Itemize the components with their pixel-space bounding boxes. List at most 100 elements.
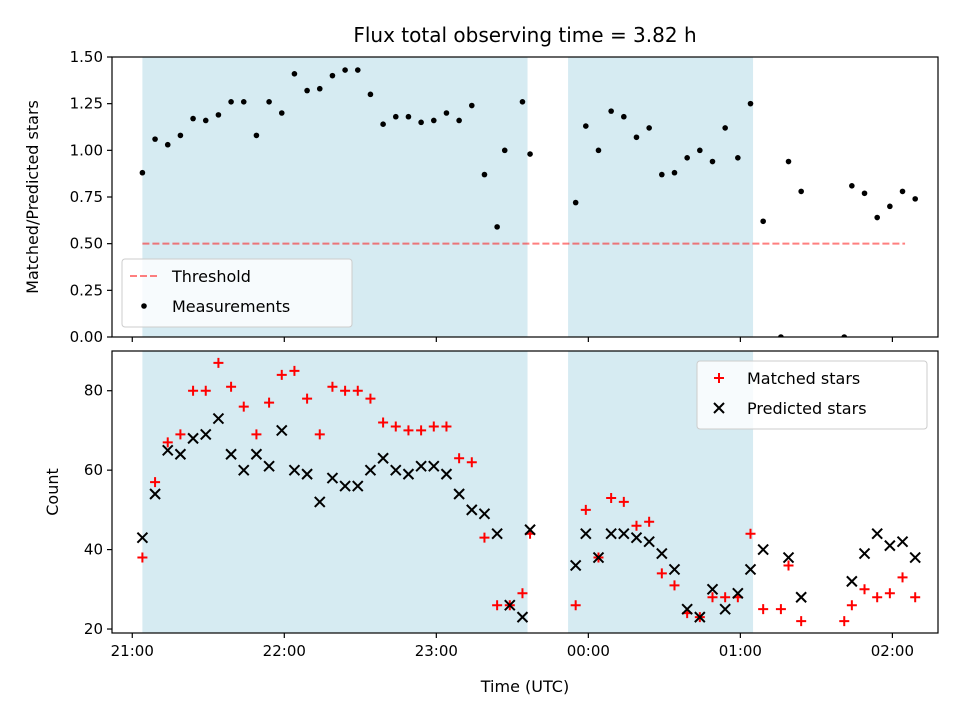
measurement-point (253, 132, 260, 139)
measurement-point (760, 218, 766, 225)
predicted-star-point (428, 460, 440, 472)
x-tick-label: 23:00 (415, 642, 458, 660)
matched-star-point (910, 592, 921, 603)
matched-star-point (492, 600, 503, 611)
measurement-point (316, 85, 323, 92)
measurement-point (659, 171, 665, 178)
ratio-y-tick-label: 0.00 (70, 328, 103, 346)
measurement-point (367, 91, 374, 98)
measurement-point (456, 117, 462, 124)
measurement-point (291, 71, 298, 77)
measurement-point (747, 100, 754, 107)
measurement-point (684, 155, 690, 161)
matched-star-point (175, 429, 186, 440)
predicted-star-point (478, 508, 491, 520)
predicted-star-point (162, 444, 174, 457)
matched-star-point (441, 421, 452, 432)
predicted-star-point (643, 535, 655, 548)
matched-star-point (378, 417, 389, 428)
chart-title: Flux total observing time = 3.82 h (353, 23, 696, 47)
matched-star-point (618, 496, 629, 507)
predicted-star-point (440, 468, 453, 480)
ratio-observing-span (568, 57, 754, 337)
measurement-point (481, 171, 488, 178)
predicted-star-point (212, 412, 225, 425)
matched-star-point (188, 385, 199, 396)
measurement-point (841, 334, 848, 337)
predicted-star-point (858, 547, 871, 560)
legend-label: Matched stars (747, 369, 860, 388)
matched-star-point (314, 429, 325, 440)
ratio-y-tick-label: 1.50 (70, 48, 103, 66)
matched-star-point (859, 584, 870, 595)
matched-star-point (390, 421, 401, 432)
predicted-star-point (524, 524, 536, 536)
predicted-star-point (288, 464, 301, 476)
measurement-point (240, 99, 247, 105)
y-axis-label-count: Count (43, 468, 62, 516)
predicted-star-point (364, 464, 377, 476)
matched-star-point (428, 421, 439, 432)
predicted-star-point (504, 599, 516, 611)
measurement-point (164, 141, 171, 148)
measurement-point (501, 147, 508, 154)
legend-marker (714, 373, 724, 383)
predicted-star-point (732, 587, 744, 599)
measurement-point (380, 121, 386, 127)
x-tick-label: 21:00 (111, 642, 154, 660)
predicted-star-point (301, 468, 313, 480)
measurement-point (595, 147, 602, 154)
measurement-point (266, 99, 272, 105)
measurement-point (887, 203, 893, 210)
predicted-star-point (276, 424, 288, 437)
predicted-star-point (352, 480, 364, 492)
predicted-star-point (630, 531, 643, 544)
measurement-point (671, 169, 678, 176)
measurement-point (202, 117, 209, 124)
predicted-star-point (402, 468, 415, 480)
predicted-star-point (871, 527, 883, 540)
predicted-star-point (580, 527, 592, 540)
predicted-star-point (569, 559, 582, 572)
measurement-point (646, 125, 652, 131)
matched-star-point (884, 588, 895, 599)
matched-star-point (276, 369, 287, 380)
ratio-y-tick-label: 0.25 (70, 281, 103, 299)
predicted-star-point (149, 488, 161, 500)
x-tick-label: 01:00 (719, 642, 762, 660)
predicted-star-point (618, 527, 630, 540)
measurement-point (278, 110, 285, 116)
legend-label: Measurements (172, 297, 290, 316)
count-y-tick-label: 20 (84, 620, 103, 638)
count-y-tick-label: 60 (84, 461, 103, 479)
matched-star-point (340, 385, 351, 396)
matched-star-point (656, 568, 667, 579)
ratio-panel: 0.00 0.25 0.50 0.75 1.00 1.25 1.50 Threshold Mea… (70, 48, 939, 346)
matched-star-point (289, 365, 300, 376)
measurement-point (697, 147, 703, 154)
predicted-star-point (516, 611, 529, 623)
x-tick-label: 00:00 (567, 642, 610, 660)
measurement-point (861, 190, 868, 197)
measurement-point (912, 196, 918, 202)
predicted-star-point (314, 496, 326, 508)
predicted-star-point (377, 452, 389, 464)
measurement-point (215, 112, 222, 118)
predicted-star-point (656, 547, 668, 560)
ratio-legend: Threshold Measurements (121, 258, 353, 328)
predicted-star-point (187, 432, 199, 445)
legend-marker (713, 402, 725, 414)
x-tick-label: 22:00 (263, 642, 306, 660)
predicted-star-point (200, 428, 212, 441)
measurement-point (722, 125, 728, 131)
measurement-point (190, 115, 196, 122)
measurement-point (329, 72, 336, 79)
matched-star-point (479, 532, 490, 543)
count-panel: 20 40 60 80 21:00 22:00 23:00 00:00 01:00 02:00 Ma… (84, 350, 939, 660)
measurement-point (139, 169, 146, 176)
predicted-star-point (225, 448, 237, 460)
predicted-star-point (706, 583, 719, 596)
matched-star-point (839, 616, 850, 627)
matched-star-point (707, 592, 718, 603)
